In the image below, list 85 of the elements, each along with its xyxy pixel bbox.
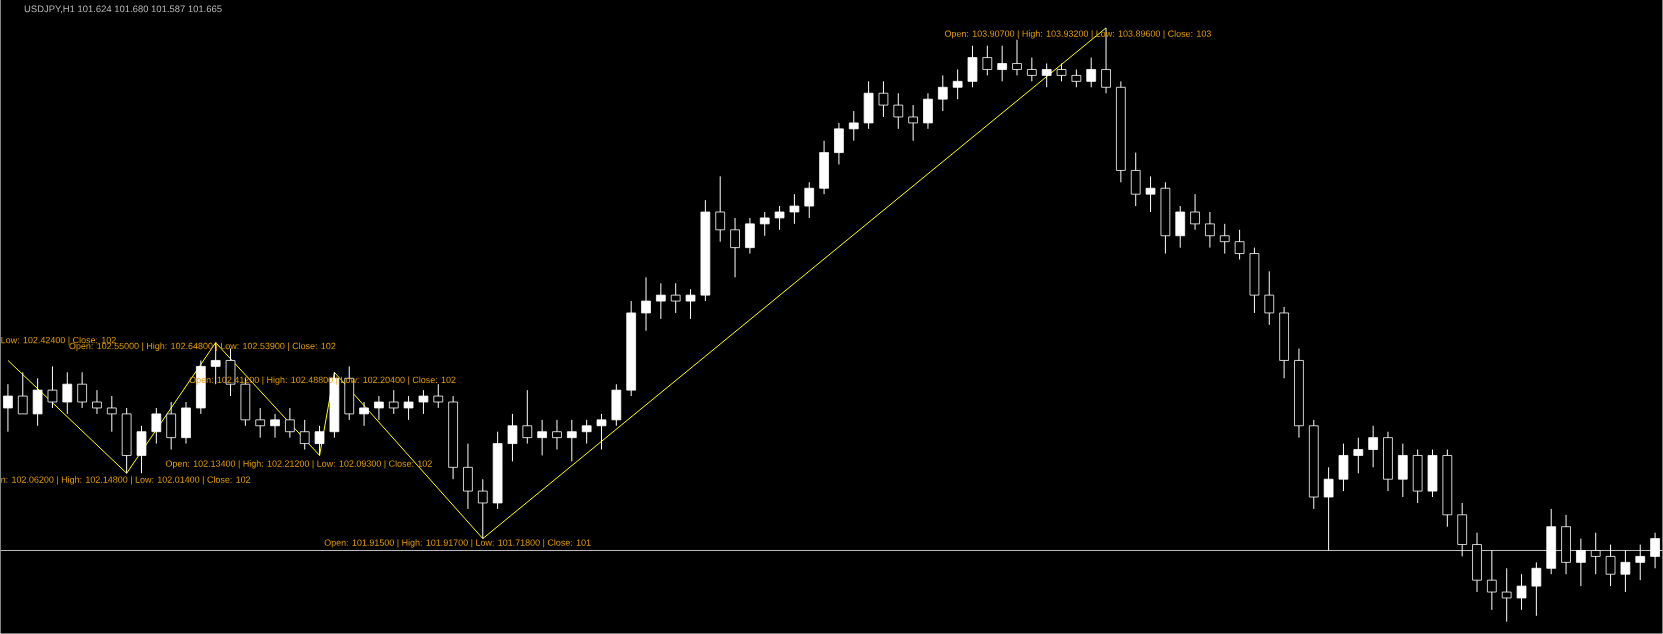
candlestick: [1234, 229, 1245, 261]
candlestick: [804, 181, 815, 219]
candlestick: [982, 45, 993, 77]
candlestick: [255, 407, 266, 439]
candlestick: [641, 277, 651, 332]
candlestick: [537, 419, 547, 457]
candlestick: [1620, 550, 1631, 593]
candlestick: [136, 425, 147, 474]
candlestick: [1353, 437, 1364, 474]
candlestick: [522, 389, 533, 445]
candlestick: [581, 419, 592, 445]
candlestick: [670, 282, 681, 314]
candlestick: [834, 122, 844, 166]
annotation: Open: 102.13400 | High: 102.21200 | Low: 102.09300 | Close: 102: [165, 460, 432, 469]
candlestick: [596, 413, 607, 451]
candlestick: [1175, 205, 1186, 249]
candlestick: [1264, 271, 1275, 326]
candlestick: [789, 193, 800, 225]
candlestick: [1516, 573, 1527, 611]
candlestick: [893, 92, 904, 130]
chart-title: USDJPY,H1 101.624 101.680 101.587 101.665: [24, 5, 222, 14]
candlestick: [1605, 544, 1616, 587]
candlestick: [1487, 550, 1497, 611]
annotation: n: 102.06200 | High: 102.14800 | Low: 102.01400 | Close: 102: [1, 476, 251, 485]
candlestick: [1635, 544, 1646, 581]
candlestick: [314, 425, 325, 457]
candlestick: [1531, 562, 1542, 617]
candlestick: [730, 217, 740, 278]
candlestick: [47, 366, 58, 409]
candlestick: [92, 389, 102, 415]
candlestick: [1012, 39, 1022, 77]
candlestick: [1219, 223, 1230, 255]
candlestick: [656, 282, 666, 320]
candlestick: [1338, 443, 1349, 492]
candlestick: [952, 69, 963, 100]
candlestick: [1041, 63, 1052, 88]
candlestick: [418, 389, 429, 415]
candlestick: [878, 81, 889, 118]
candlestick: [270, 413, 280, 439]
candlestick: [1205, 211, 1215, 249]
candlestick: [1397, 443, 1408, 498]
candlestick: [937, 75, 948, 112]
candlestick: [1130, 152, 1141, 207]
candlestick: [1590, 532, 1601, 575]
candlestick: [1086, 57, 1097, 88]
candlestick: [715, 176, 726, 243]
candlestick: [507, 413, 518, 463]
annotation: Open: 101.91500 | High: 101.91700 | Low: 101.71800 | Close: 101: [324, 539, 591, 548]
candlestick: [166, 401, 177, 451]
candlestick: [17, 372, 28, 415]
candlestick: [32, 377, 43, 427]
candlestick: [3, 383, 13, 433]
candlestick: [62, 372, 73, 415]
annotation: Open: 102.55000 | High: 102.64800 | Low: 102.53900 | Close: 102: [69, 342, 336, 352]
candlestick: [566, 419, 577, 463]
candlestick: [967, 45, 978, 88]
candlestick: [774, 205, 785, 231]
candlestick: [1368, 425, 1378, 469]
candlestick: [1501, 567, 1512, 623]
candlestick: [685, 288, 696, 320]
candlestick: [1026, 57, 1037, 83]
candlestick: [1323, 467, 1334, 552]
candlestick: [1576, 538, 1586, 587]
candlestick: [433, 383, 444, 409]
candlestick: [299, 419, 310, 451]
candlestick: [745, 217, 755, 255]
candlestick: [923, 92, 933, 130]
candlestick: [997, 45, 1008, 83]
candlestick: [848, 110, 859, 142]
candlestick: [1145, 176, 1156, 213]
candlestick: [285, 407, 295, 439]
candlestick: [908, 104, 918, 142]
candlestick: [77, 372, 87, 409]
candlestick: [151, 407, 162, 445]
candlestick: [759, 211, 770, 237]
candlestick: [106, 395, 117, 433]
candlestick: [403, 395, 414, 421]
candlestick: [1650, 532, 1660, 569]
candlestick: [463, 443, 473, 510]
candlestick: [374, 395, 384, 421]
candlestick: [1190, 193, 1200, 231]
candlestick: [359, 401, 369, 427]
candlestick: [388, 389, 399, 415]
candlestick: [477, 478, 488, 540]
candlestick: [552, 419, 562, 451]
